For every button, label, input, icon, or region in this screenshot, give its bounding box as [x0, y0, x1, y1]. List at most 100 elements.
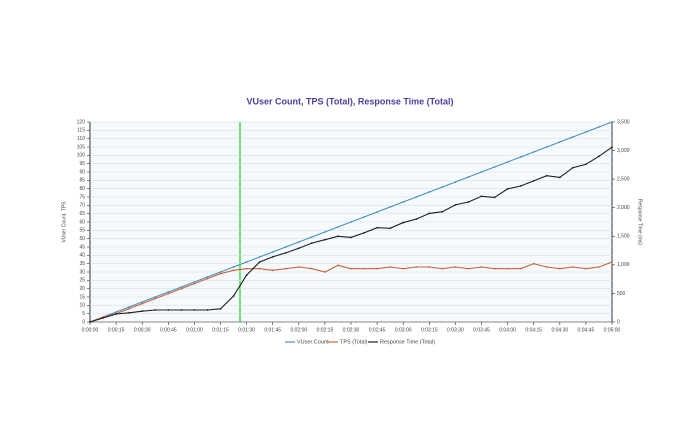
- y-tick-label: 120: [77, 119, 86, 125]
- data-point: [441, 210, 444, 213]
- data-point: [532, 262, 535, 265]
- data-point: [271, 269, 274, 272]
- data-point: [128, 306, 131, 308]
- data-point: [310, 267, 313, 270]
- data-point: [297, 241, 300, 243]
- data-point: [532, 151, 535, 153]
- data-point: [493, 196, 496, 199]
- data-point: [363, 216, 365, 218]
- y2-tick-label: 3,500: [617, 119, 630, 125]
- data-point: [232, 295, 235, 297]
- data-point: [402, 201, 405, 203]
- data-point: [389, 206, 392, 208]
- data-point: [350, 236, 352, 239]
- x-tick-label: 0:05:00: [604, 327, 621, 333]
- data-point: [324, 231, 326, 233]
- data-point: [611, 261, 613, 263]
- y-tick-label: 25: [79, 278, 85, 284]
- x-tick-label: 0:00:45: [160, 327, 177, 333]
- data-point: [193, 282, 196, 285]
- data-point: [180, 286, 183, 288]
- x-tick-label: 0:04:15: [525, 327, 542, 333]
- legend-label: Response Time (Total): [380, 339, 435, 345]
- y-tick-label: 90: [79, 169, 85, 175]
- data-point: [598, 266, 600, 268]
- data-point: [206, 277, 209, 280]
- x-tick-label: 0:03:30: [447, 327, 464, 333]
- data-point: [480, 266, 483, 268]
- data-point: [467, 201, 470, 203]
- data-point: [363, 231, 365, 234]
- x-tick-label: 0:04:00: [499, 327, 516, 333]
- data-point: [284, 251, 287, 254]
- data-point: [585, 163, 587, 166]
- data-point: [232, 266, 235, 268]
- data-point: [428, 191, 431, 193]
- chart-title: VUser Count, TPS (Total), Response Time …: [246, 96, 453, 106]
- data-point: [167, 309, 170, 311]
- y-tick-label: 95: [79, 161, 85, 167]
- data-point: [415, 266, 418, 268]
- x-tick-label: 0:04:30: [551, 327, 568, 333]
- data-point: [154, 296, 157, 298]
- y2-tick-label: 1,500: [617, 234, 630, 240]
- data-point: [571, 166, 574, 169]
- y2-tick-label: 500: [617, 291, 626, 297]
- y-tick-label: 75: [79, 194, 85, 200]
- data-point: [193, 309, 196, 311]
- data-point: [284, 267, 287, 270]
- y-tick-label: 40: [79, 253, 85, 259]
- data-point: [389, 227, 392, 230]
- data-point: [611, 121, 613, 123]
- data-point: [545, 266, 548, 268]
- x-tick-label: 0:03:45: [473, 327, 490, 333]
- y-tick-label: 55: [79, 228, 85, 234]
- data-point: [415, 196, 418, 198]
- data-point: [115, 313, 117, 315]
- legend-label: TPS (Total): [340, 339, 368, 345]
- data-point: [428, 266, 431, 268]
- data-point: [128, 311, 131, 314]
- y-tick-label: 35: [79, 261, 85, 267]
- x-tick-label: 0:01:45: [264, 327, 281, 333]
- data-point: [441, 186, 444, 188]
- x-tick-label: 0:01:30: [238, 327, 255, 333]
- y-tick-label: 115: [77, 128, 85, 134]
- x-tick-label: 0:03:15: [421, 327, 438, 333]
- y2-tick-label: 2,000: [617, 205, 630, 211]
- data-point: [180, 309, 183, 311]
- data-point: [206, 309, 209, 311]
- data-point: [271, 255, 274, 258]
- x-tick-label: 0:00:15: [108, 327, 125, 333]
- x-tick-label: 0:01:15: [212, 327, 229, 333]
- data-point: [258, 267, 261, 270]
- data-point: [232, 269, 235, 272]
- data-point: [598, 155, 600, 158]
- data-point: [454, 203, 457, 206]
- data-point: [245, 267, 248, 270]
- data-point: [611, 146, 613, 149]
- y-tick-label: 110: [77, 136, 85, 142]
- data-point: [545, 146, 548, 148]
- y-tick-label: 5: [82, 311, 85, 317]
- data-point: [585, 267, 587, 270]
- data-point: [245, 261, 248, 263]
- y-tick-label: 20: [79, 286, 85, 292]
- data-point: [506, 187, 509, 190]
- y-tick-label: 15: [79, 294, 85, 300]
- x-tick-label: 0:02:15: [317, 327, 334, 333]
- data-point: [571, 136, 574, 138]
- data-point: [493, 267, 496, 270]
- data-point: [519, 185, 522, 187]
- y-tick-label: 65: [79, 211, 85, 217]
- y-axis-title: VUser Count, TPS: [61, 201, 67, 243]
- data-point: [598, 126, 600, 128]
- data-point: [337, 264, 339, 267]
- data-point: [219, 271, 222, 273]
- x-tick-label: 0:00:00: [82, 327, 99, 333]
- data-point: [297, 266, 300, 268]
- data-point: [206, 276, 209, 278]
- data-point: [532, 179, 535, 182]
- data-point: [558, 141, 561, 143]
